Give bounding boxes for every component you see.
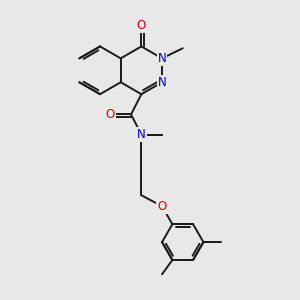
Text: O: O — [158, 200, 167, 213]
Text: N: N — [137, 128, 146, 141]
Text: N: N — [137, 128, 146, 141]
Text: O: O — [158, 200, 167, 213]
Text: N: N — [158, 52, 167, 65]
Text: N: N — [158, 76, 167, 89]
Text: O: O — [137, 19, 146, 32]
Text: O: O — [106, 108, 115, 121]
Text: N: N — [158, 76, 167, 89]
Text: O: O — [137, 19, 146, 32]
Text: N: N — [158, 52, 167, 65]
Text: O: O — [106, 108, 115, 121]
